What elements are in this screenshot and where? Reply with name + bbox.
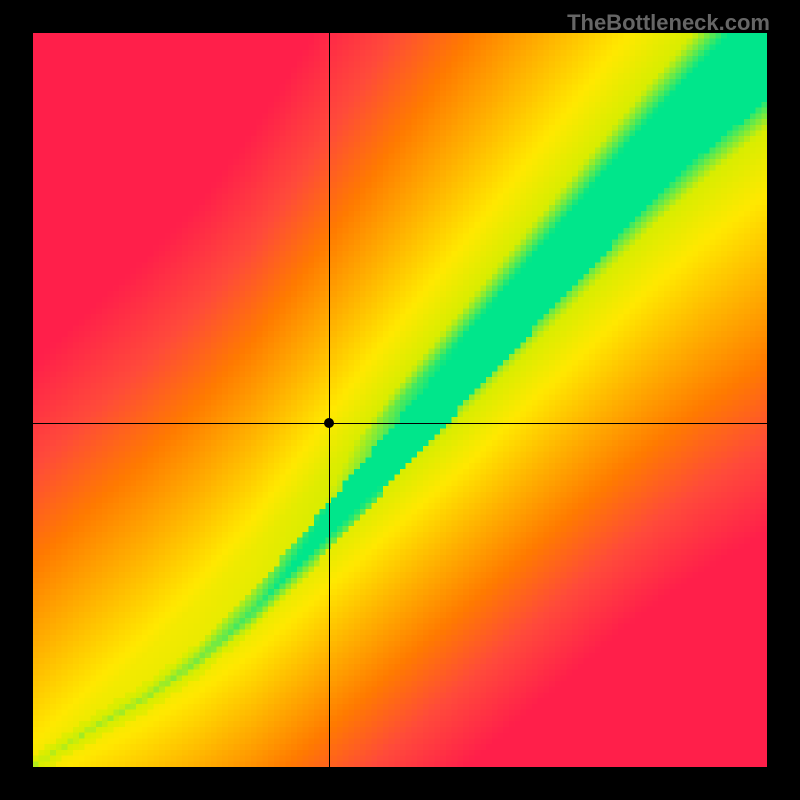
- watermark-text: TheBottleneck.com: [567, 10, 770, 36]
- chart-container: { "watermark": "TheBottleneck.com", "cha…: [0, 0, 800, 800]
- crosshair-marker: [324, 418, 334, 428]
- heatmap-canvas: [33, 33, 767, 767]
- crosshair-horizontal: [33, 423, 767, 424]
- crosshair-vertical: [329, 33, 330, 767]
- heatmap-plot: [33, 33, 767, 767]
